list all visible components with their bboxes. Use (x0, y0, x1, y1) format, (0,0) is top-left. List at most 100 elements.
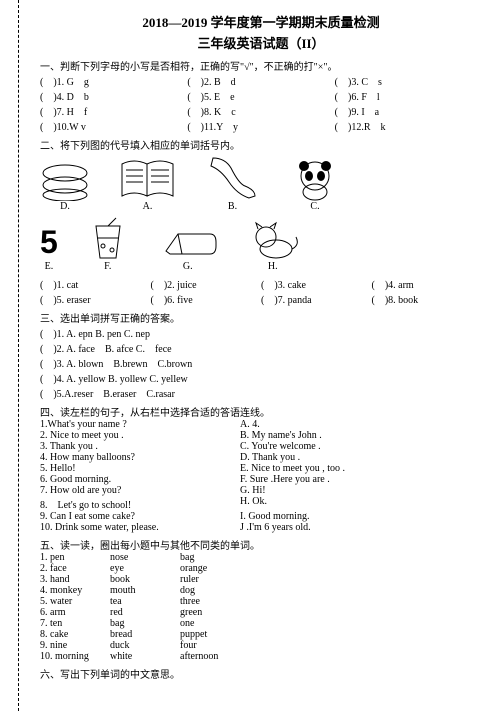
s5-r10c3: afternoon (180, 651, 250, 662)
s5-r1c1: 1. pen (40, 552, 110, 563)
s4-r3: C. You're welcome . (240, 441, 482, 452)
section-3: 三、选出单词拼写正确的答案。 ( )1. A. epn B. pen C. ne… (40, 310, 482, 400)
s4-r8: H. Ok. (240, 496, 482, 511)
s4-r7: G. Hi! (240, 485, 482, 496)
s4-r6: F. Sure .Here you are . (240, 474, 482, 485)
section-1: 一、判断下列字母的小写是否相符，正确的写"√"，不正确的打"×"。 ( )1. … (40, 58, 482, 133)
title-line1: 2018—2019 学年度第一学期期末质量检测 (40, 12, 482, 31)
s3-4: ( )4. A. yellow B. yollew C. yellew (40, 370, 482, 385)
s5-r9c1: 9. nine (40, 640, 110, 651)
s5-r1c2: nose (110, 552, 180, 563)
s5-r10c2: white (110, 651, 180, 662)
s4-l9: 9. Can I eat some cake? (40, 511, 240, 522)
s5-r6c3: green (180, 607, 250, 618)
s5-r4c3: dog (180, 585, 250, 596)
s5-r5c3: three (180, 596, 250, 607)
label-a: A. (143, 201, 153, 212)
img-five: 5 E. (40, 224, 58, 272)
s1-r3c2: ( )8. K c (187, 103, 334, 118)
s2-l1c2: ( )2. juice (151, 276, 262, 291)
section-4-title: 四、读左栏的句子，从右栏中选择合适的答语连线。 (40, 404, 482, 419)
s1-r2c2: ( )5. E e (187, 88, 334, 103)
s5-r2c3: orange (180, 563, 250, 574)
img-eraser: G. (158, 226, 218, 272)
s5-r9c2: duck (110, 640, 180, 651)
s1-r1c2: ( )2. B d (187, 73, 334, 88)
s5-r2c2: eye (110, 563, 180, 574)
s2-l2c2: ( )6. five (151, 291, 262, 306)
s1-r2c3: ( )6. F l (335, 88, 482, 103)
img-cakes: D. (40, 161, 90, 212)
s5-r2c1: 2. face (40, 563, 110, 574)
s5-r4c1: 4. monkey (40, 585, 110, 596)
s1-r1c3: ( )3. C s (335, 73, 482, 88)
s3-3: ( )3. A. blown B.brewn C.brown (40, 355, 482, 370)
s4-l4: 4. How many balloons? (40, 452, 240, 463)
s4-l2: 2. Nice to meet you . (40, 430, 240, 441)
img-panda: C. (290, 156, 340, 212)
section-4: 四、读左栏的句子，从右栏中选择合适的答语连线。 1.What's your na… (40, 404, 482, 533)
label-h: H. (268, 261, 278, 272)
s4-l5: 5. Hello! (40, 463, 240, 474)
s1-r3c1: ( )7. H f (40, 103, 187, 118)
section-5: 五、读一读，圈出每小题中与其他不同类的单词。 1. pennosebag 2. … (40, 537, 482, 662)
s2-l1c4: ( )4. arm (372, 276, 483, 291)
s2-l1c3: ( )3. cake (261, 276, 372, 291)
s3-1: ( )1. A. epn B. pen C. nep (40, 325, 482, 340)
label-c: C. (310, 201, 319, 212)
page-content: 2018—2019 学年度第一学期期末质量检测 三年级英语试题（II） 一、判断… (0, 0, 502, 693)
img-juice: F. (88, 216, 128, 272)
label-g: G. (183, 261, 193, 272)
s4-r1: A. 4. (240, 419, 482, 430)
label-b: B. (228, 201, 237, 212)
section-2: 二、将下列图的代号填入相应的单词括号内。 D. A. B. C. 5 E. F. (40, 137, 482, 306)
label-f: F. (104, 261, 111, 272)
s5-r6c1: 6. arm (40, 607, 110, 618)
s5-r10c1: 10. morning (40, 651, 110, 662)
section-3-title: 三、选出单词拼写正确的答案。 (40, 310, 482, 325)
s3-2: ( )2. A. face B. afce C. fece (40, 340, 482, 355)
img-book: A. (120, 156, 175, 212)
s2-l2c4: ( )8. book (372, 291, 483, 306)
s4-r9: I. Good morning. (240, 511, 482, 522)
s2-l2c3: ( )7. panda (261, 291, 372, 306)
s2-l2c1: ( )5. eraser (40, 291, 151, 306)
s5-r4c2: mouth (110, 585, 180, 596)
s5-r8c1: 8. cake (40, 629, 110, 640)
title-line2: 三年级英语试题（II） (40, 33, 482, 52)
s4-r10: J .I'm 6 years old. (240, 522, 482, 533)
section-2-title: 二、将下列图的代号填入相应的单词括号内。 (40, 137, 482, 152)
s3-5: ( )5.A.reser B.eraser C.rasar (40, 385, 482, 400)
section-6: 六、写出下列单词的中文意思。 (40, 666, 482, 681)
section-6-title: 六、写出下列单词的中文意思。 (40, 666, 482, 681)
s5-r7c1: 7. ten (40, 618, 110, 629)
s1-r4c3: ( )12.R k (335, 118, 482, 133)
s5-r3c3: ruler (180, 574, 250, 585)
s5-r1c3: bag (180, 552, 250, 563)
label-d: D. (60, 201, 70, 212)
img-arm: B. (205, 156, 260, 212)
s4-r4: D. Thank you . (240, 452, 482, 463)
s4-r2: B. My name's John . (240, 430, 482, 441)
s4-l1: 1.What's your name ? (40, 419, 240, 430)
s5-r5c1: 5. water (40, 596, 110, 607)
s4-l6: 6. Good morning. (40, 474, 240, 485)
img-cat: H. (248, 221, 298, 272)
s2-l1c1: ( )1. cat (40, 276, 151, 291)
section-5-title: 五、读一读，圈出每小题中与其他不同类的单词。 (40, 537, 482, 552)
s1-r4c1: ( )10.W v (40, 118, 187, 133)
s5-r7c2: bag (110, 618, 180, 629)
s1-r4c2: ( )11.Y y (187, 118, 334, 133)
s4-r5: E. Nice to meet you , too . (240, 463, 482, 474)
s4-l7: 7. How old are you? (40, 485, 240, 496)
s1-r3c3: ( )9. I a (335, 103, 482, 118)
s5-r3c2: book (110, 574, 180, 585)
s1-r2c1: ( )4. D b (40, 88, 187, 103)
s4-l8: 8. Let's go to school! (40, 496, 240, 511)
s5-r7c3: one (180, 618, 250, 629)
s5-r6c2: red (110, 607, 180, 618)
s4-l10: 10. Drink some water, please. (40, 522, 240, 533)
section-1-title: 一、判断下列字母的小写是否相符，正确的写"√"，不正确的打"×"。 (40, 58, 482, 73)
s5-r3c1: 3. hand (40, 574, 110, 585)
s5-r8c3: puppet (180, 629, 250, 640)
